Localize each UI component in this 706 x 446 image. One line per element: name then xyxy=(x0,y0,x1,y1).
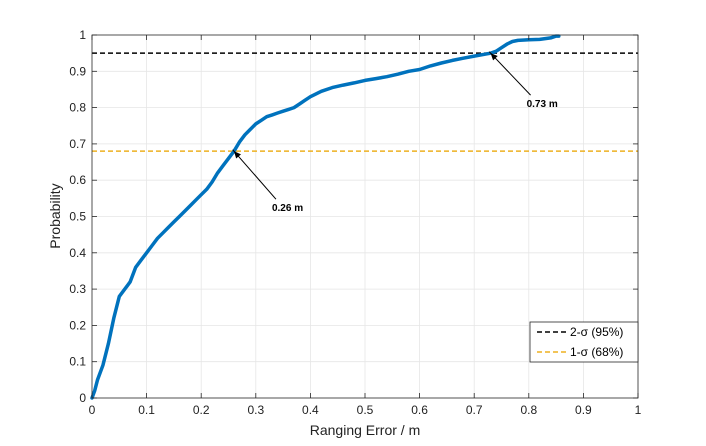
annotation-label: 0.73 m xyxy=(527,99,558,110)
y-tick-label: 0.2 xyxy=(69,318,86,332)
y-tick-label: 0.3 xyxy=(69,282,86,296)
legend: 2-σ (95%) 1-σ (68%) xyxy=(529,321,639,363)
y-axis-label: Probability xyxy=(47,183,63,248)
grid xyxy=(92,35,638,398)
x-tick-label: 0.5 xyxy=(357,403,374,417)
x-tick-label: 0.4 xyxy=(302,403,319,417)
reference-lines xyxy=(92,52,638,152)
annotation-arrow xyxy=(488,51,531,96)
x-tick-label: 0.8 xyxy=(520,403,537,417)
x-tick-label: 0.2 xyxy=(193,403,210,417)
annotation-label: 0.26 m xyxy=(272,203,303,214)
cdf-line xyxy=(90,34,561,400)
y-tick-label: 0.7 xyxy=(69,137,86,151)
y-tick-label: 0.9 xyxy=(69,64,86,78)
annotation-arrowhead xyxy=(490,53,498,61)
legend-box xyxy=(529,321,639,363)
x-axis-ticks: 0 0.1 0.2 0.3 0.4 0.5 0.6 0.7 0.8 0.9 1 xyxy=(89,35,642,417)
x-tick-label: 0.7 xyxy=(466,403,483,417)
annotations: 0.73 m 0.26 m xyxy=(232,51,558,214)
annotation-arrowhead xyxy=(233,151,241,159)
x-tick-label: 1 xyxy=(635,403,642,417)
x-axis-label: Ranging Error / m xyxy=(310,422,420,438)
y-tick-label: 1 xyxy=(79,28,86,42)
y-tick-label: 0.8 xyxy=(69,101,86,115)
annotation-arrow xyxy=(232,149,277,200)
x-tick-label: 0.1 xyxy=(138,403,155,417)
y-tick-label: 0.4 xyxy=(69,246,86,260)
x-tick-label: 0.6 xyxy=(411,403,428,417)
y-tick-label: 0 xyxy=(79,391,86,405)
x-tick-label: 0.3 xyxy=(247,403,264,417)
y-axis-ticks: 0 0.1 0.2 0.3 0.4 0.5 0.6 0.7 0.8 0.9 1 xyxy=(69,28,638,405)
series-layer xyxy=(90,34,561,400)
y-tick-label: 0.6 xyxy=(69,173,86,187)
x-tick-label: 0.9 xyxy=(575,403,592,417)
legend-label-2sigma: 2-σ (95%) xyxy=(570,325,623,339)
y-tick-label: 0.5 xyxy=(69,210,86,224)
legend-label-1sigma: 1-σ (68%) xyxy=(570,345,623,359)
y-tick-label: 0.1 xyxy=(69,355,86,369)
x-tick-label: 0 xyxy=(89,403,96,417)
